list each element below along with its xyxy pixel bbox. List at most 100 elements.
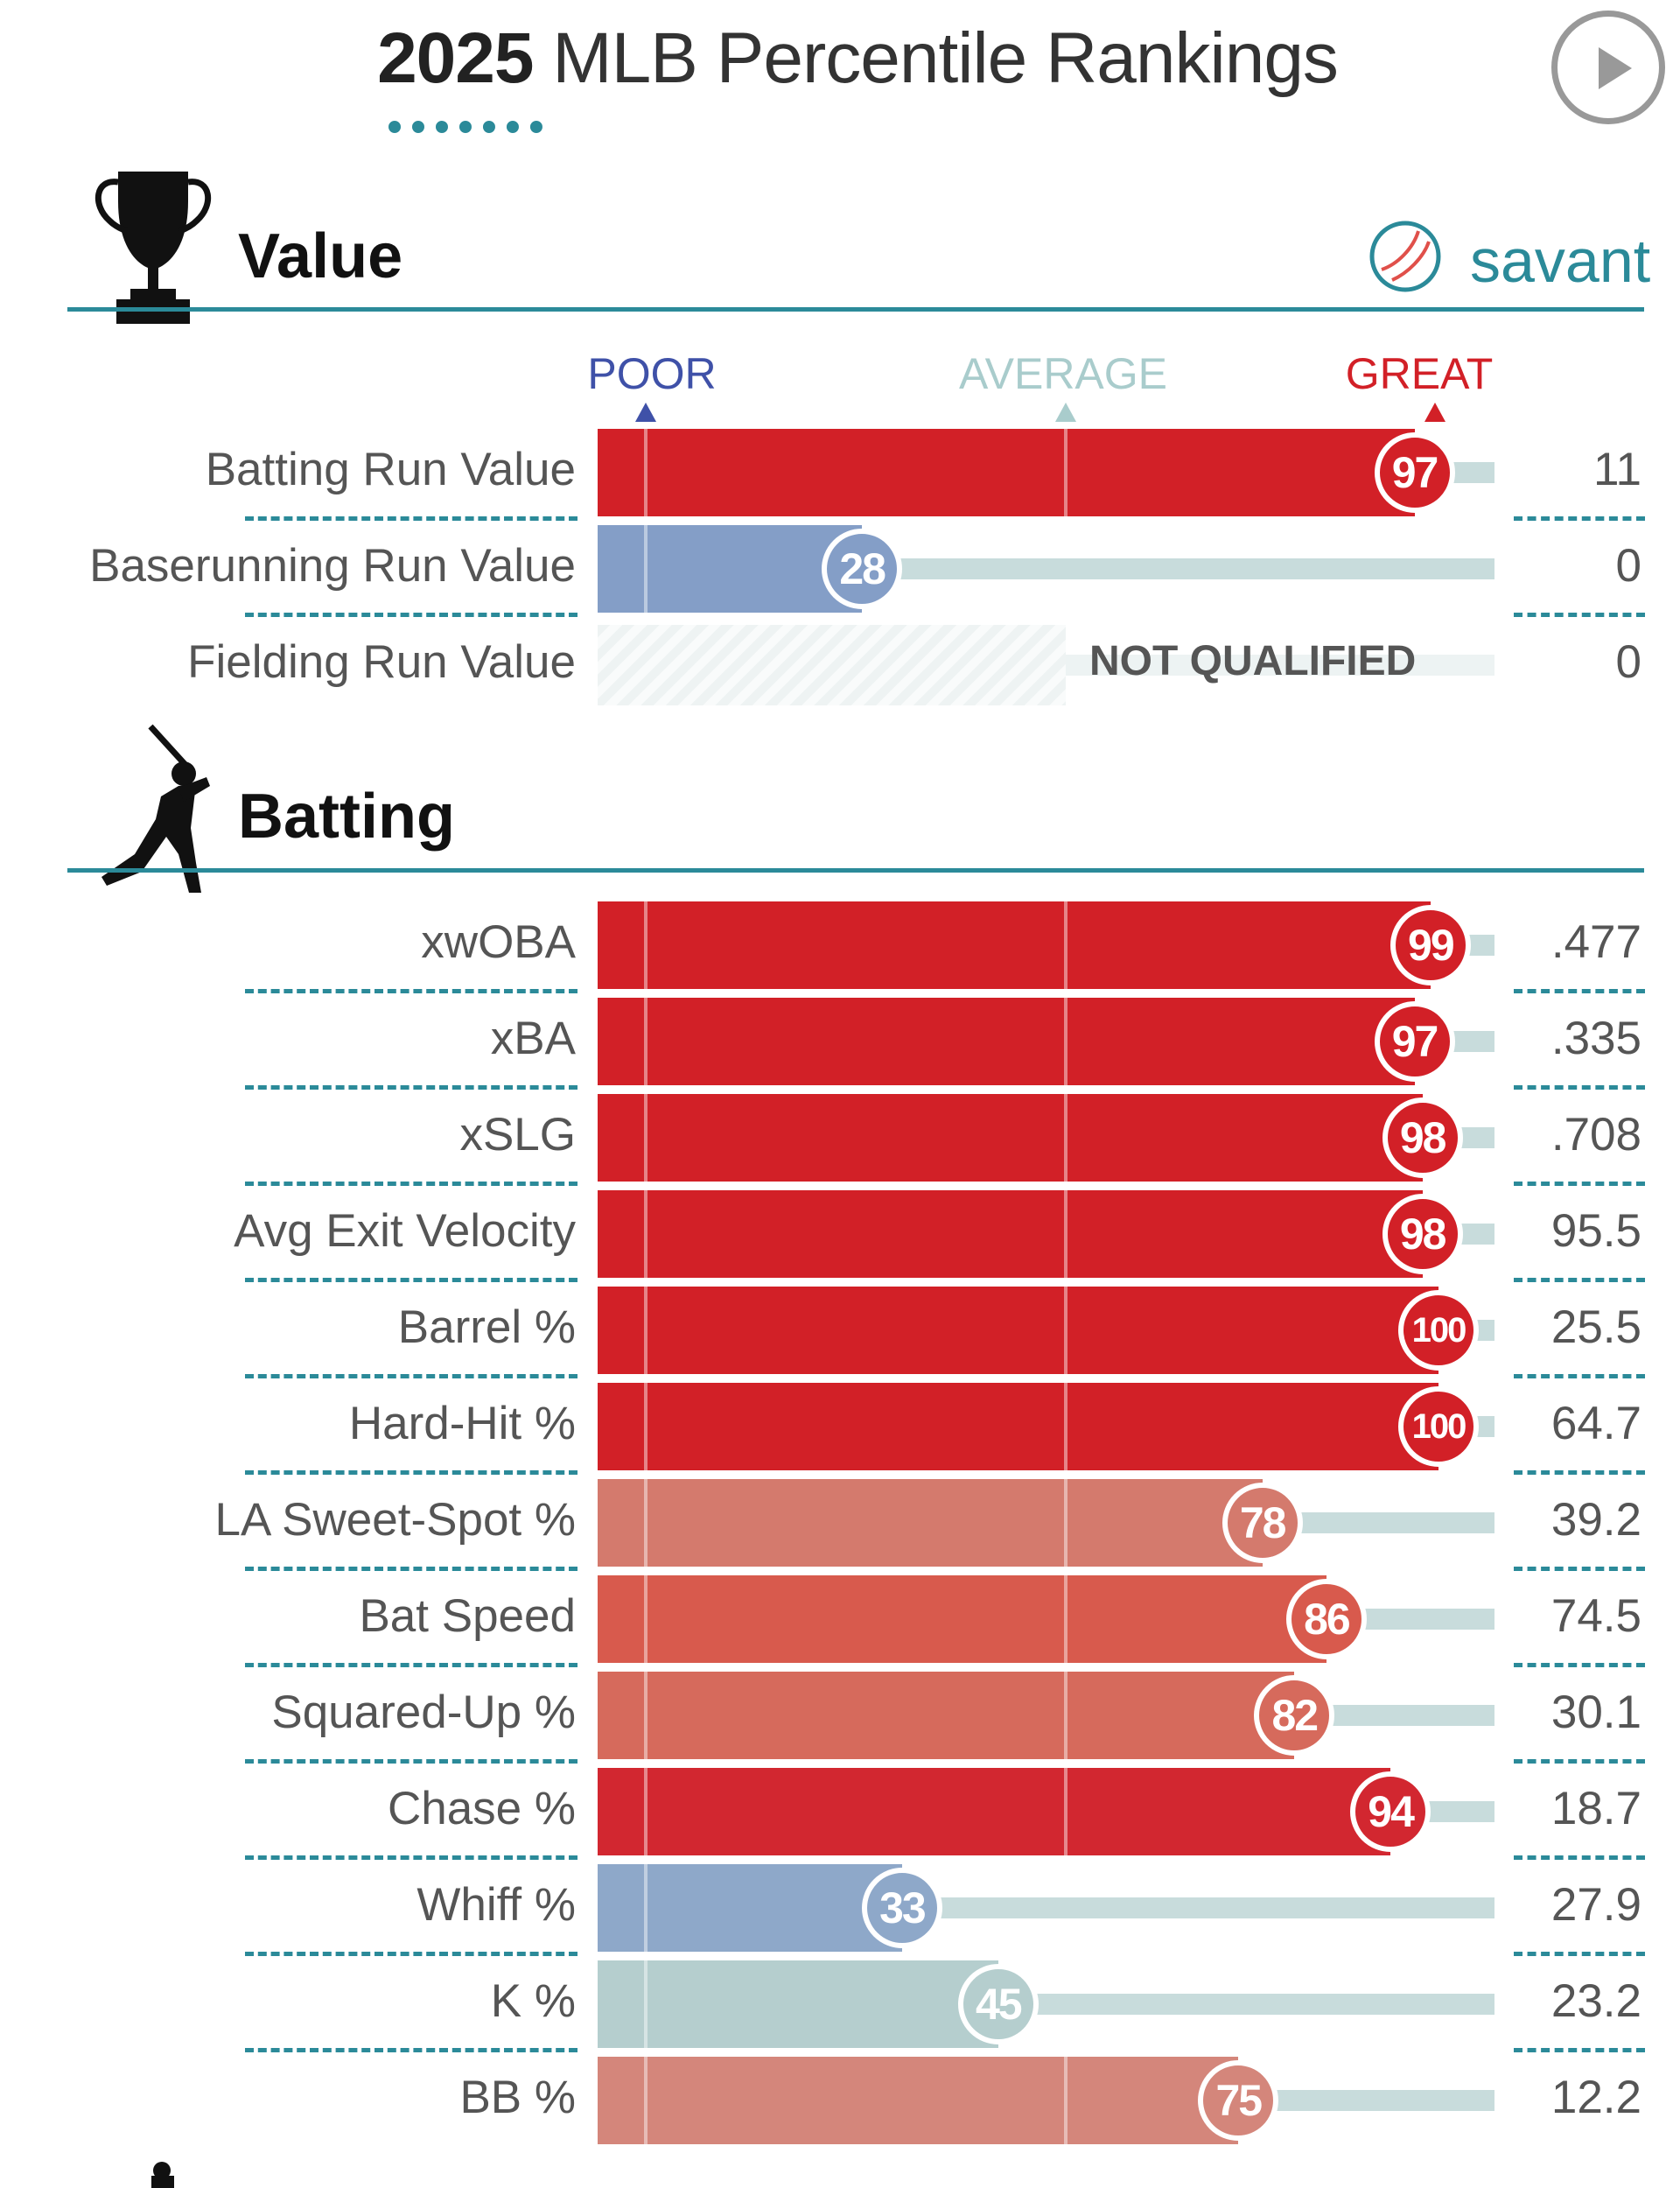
percentile-bubble: 82 <box>1254 1675 1335 1756</box>
metric-row[interactable]: Barrel % 100 25.5 <box>0 1287 1680 1374</box>
row-separator <box>1514 1663 1645 1667</box>
percentile-bubble: 100 <box>1398 1386 1479 1467</box>
percentile-bubble: 94 <box>1350 1771 1432 1852</box>
bar-track <box>1066 655 1494 676</box>
metric-row[interactable]: Chase % 94 18.7 <box>0 1768 1680 1855</box>
metric-row[interactable]: Avg Exit Velocity 98 95.5 <box>0 1190 1680 1278</box>
metric-label: Chase % <box>387 1783 576 1834</box>
metric-row[interactable]: K % 45 23.2 <box>0 1960 1680 2048</box>
metric-value: 18.7 <box>1550 1783 1642 1834</box>
metric-value: 12.2 <box>1550 2072 1642 2123</box>
not-qualified-hatch <box>598 625 1066 705</box>
bar-gridline <box>644 1864 648 1952</box>
metric-row[interactable]: Batting Run Value 97 11 <box>0 429 1680 516</box>
row-separator <box>1514 989 1645 993</box>
row-separator <box>245 1952 578 1956</box>
play-icon[interactable] <box>1551 11 1665 124</box>
section-title-batting: Batting <box>238 782 455 852</box>
bar-gridline <box>1064 1094 1068 1182</box>
percentile-bar <box>598 429 1415 516</box>
metric-row[interactable]: BB % 75 12.2 <box>0 2057 1680 2144</box>
metric-row[interactable]: xBA 97 .335 <box>0 998 1680 1085</box>
metric-label: Hard-Hit % <box>348 1398 576 1449</box>
bar-gridline <box>644 525 648 613</box>
percentile-bubble: 97 <box>1374 432 1455 513</box>
metric-value: 30.1 <box>1550 1687 1642 1738</box>
bar-gridline <box>1064 1768 1068 1855</box>
metric-label: xSLG <box>459 1109 576 1161</box>
metric-row[interactable]: Bat Speed 86 74.5 <box>0 1575 1680 1663</box>
year-selector-underline <box>388 121 542 133</box>
metric-row[interactable]: Baserunning Run Value 28 0 <box>0 525 1680 613</box>
savant-logo-text[interactable]: savant <box>1470 227 1651 295</box>
metric-label: xwOBA <box>421 916 576 968</box>
bar-gridline <box>644 1575 648 1663</box>
bar-gridline <box>644 901 648 989</box>
metric-value: 0 <box>1615 540 1642 592</box>
bar-gridline <box>1064 998 1068 1085</box>
metric-value: 74.5 <box>1550 1590 1642 1642</box>
great-marker-icon <box>1424 403 1446 422</box>
metric-label: Barrel % <box>397 1301 576 1353</box>
metric-row[interactable]: Whiff % 33 27.9 <box>0 1864 1680 1952</box>
row-separator <box>245 1567 578 1571</box>
metric-label: K % <box>490 1975 576 2027</box>
bar-gridline <box>1064 1383 1068 1470</box>
metric-row[interactable]: xwOBA 99 .477 <box>0 901 1680 989</box>
row-separator <box>1514 1085 1645 1090</box>
row-separator <box>1514 1759 1645 1764</box>
percentile-bubble: 98 <box>1382 1098 1463 1178</box>
title-text: MLB Percentile Rankings <box>533 18 1339 98</box>
bar-gridline <box>644 1672 648 1759</box>
percentile-bubble: 75 <box>1198 2060 1279 2141</box>
metric-label: Baserunning Run Value <box>89 540 576 592</box>
page-title: 2025 MLB Percentile Rankings <box>0 18 1680 100</box>
bar-gridline <box>644 1383 648 1470</box>
row-separator <box>245 1182 578 1186</box>
percentile-bar <box>598 1383 1438 1470</box>
metric-row[interactable]: LA Sweet-Spot % 78 39.2 <box>0 1479 1680 1567</box>
metric-label: Squared-Up % <box>271 1687 576 1738</box>
baseball-icon <box>1369 221 1441 292</box>
bar-gridline <box>644 1768 648 1855</box>
row-separator <box>245 1663 578 1667</box>
bar-gridline <box>1064 1287 1068 1374</box>
percentile-bubble: 97 <box>1374 1001 1455 1082</box>
not-qualified-label: NOT QUALIFIED <box>1089 638 1417 684</box>
metric-value: .477 <box>1550 916 1642 968</box>
row-separator <box>245 516 578 521</box>
scale-label-poor: POOR <box>587 349 717 398</box>
metric-row[interactable]: Squared-Up % 82 30.1 <box>0 1672 1680 1759</box>
percentile-bubble: 86 <box>1285 1579 1367 1659</box>
row-separator <box>1514 1470 1645 1475</box>
metric-row[interactable]: xSLG 98 .708 <box>0 1094 1680 1182</box>
percentile-bar <box>598 1960 998 2048</box>
percentile-bar <box>598 1864 902 1952</box>
percentile-bar <box>598 1768 1391 1855</box>
row-separator <box>245 613 578 617</box>
metric-value: 95.5 <box>1550 1205 1642 1257</box>
metric-value: 39.2 <box>1550 1494 1642 1546</box>
bar-gridline <box>644 998 648 1085</box>
scale-label-great: GREAT <box>1345 349 1494 398</box>
row-separator <box>245 2048 578 2052</box>
bar-gridline <box>1064 1672 1068 1759</box>
row-separator <box>1514 1567 1645 1571</box>
metric-label: LA Sweet-Spot % <box>214 1494 576 1546</box>
metric-row[interactable]: Hard-Hit % 100 64.7 <box>0 1383 1680 1470</box>
bar-gridline <box>644 1094 648 1182</box>
percentile-bar <box>598 1094 1423 1182</box>
metric-label: xBA <box>490 1013 576 1064</box>
percentile-bubble: 78 <box>1222 1483 1303 1563</box>
row-separator <box>1514 1855 1645 1860</box>
bar-gridline <box>644 2057 648 2144</box>
bar-gridline <box>1064 901 1068 989</box>
metric-value: 23.2 <box>1550 1975 1642 2027</box>
metric-value: 11 <box>1592 444 1642 495</box>
metric-value: .708 <box>1550 1109 1642 1161</box>
percentile-bubble: 45 <box>957 1964 1039 2044</box>
percentile-bubble: 100 <box>1398 1290 1479 1371</box>
poor-marker-icon <box>635 403 656 422</box>
metric-row[interactable]: Fielding Run Value NOT QUALIFIED 0 <box>0 621 1680 709</box>
pitcher-icon <box>151 2162 174 2188</box>
